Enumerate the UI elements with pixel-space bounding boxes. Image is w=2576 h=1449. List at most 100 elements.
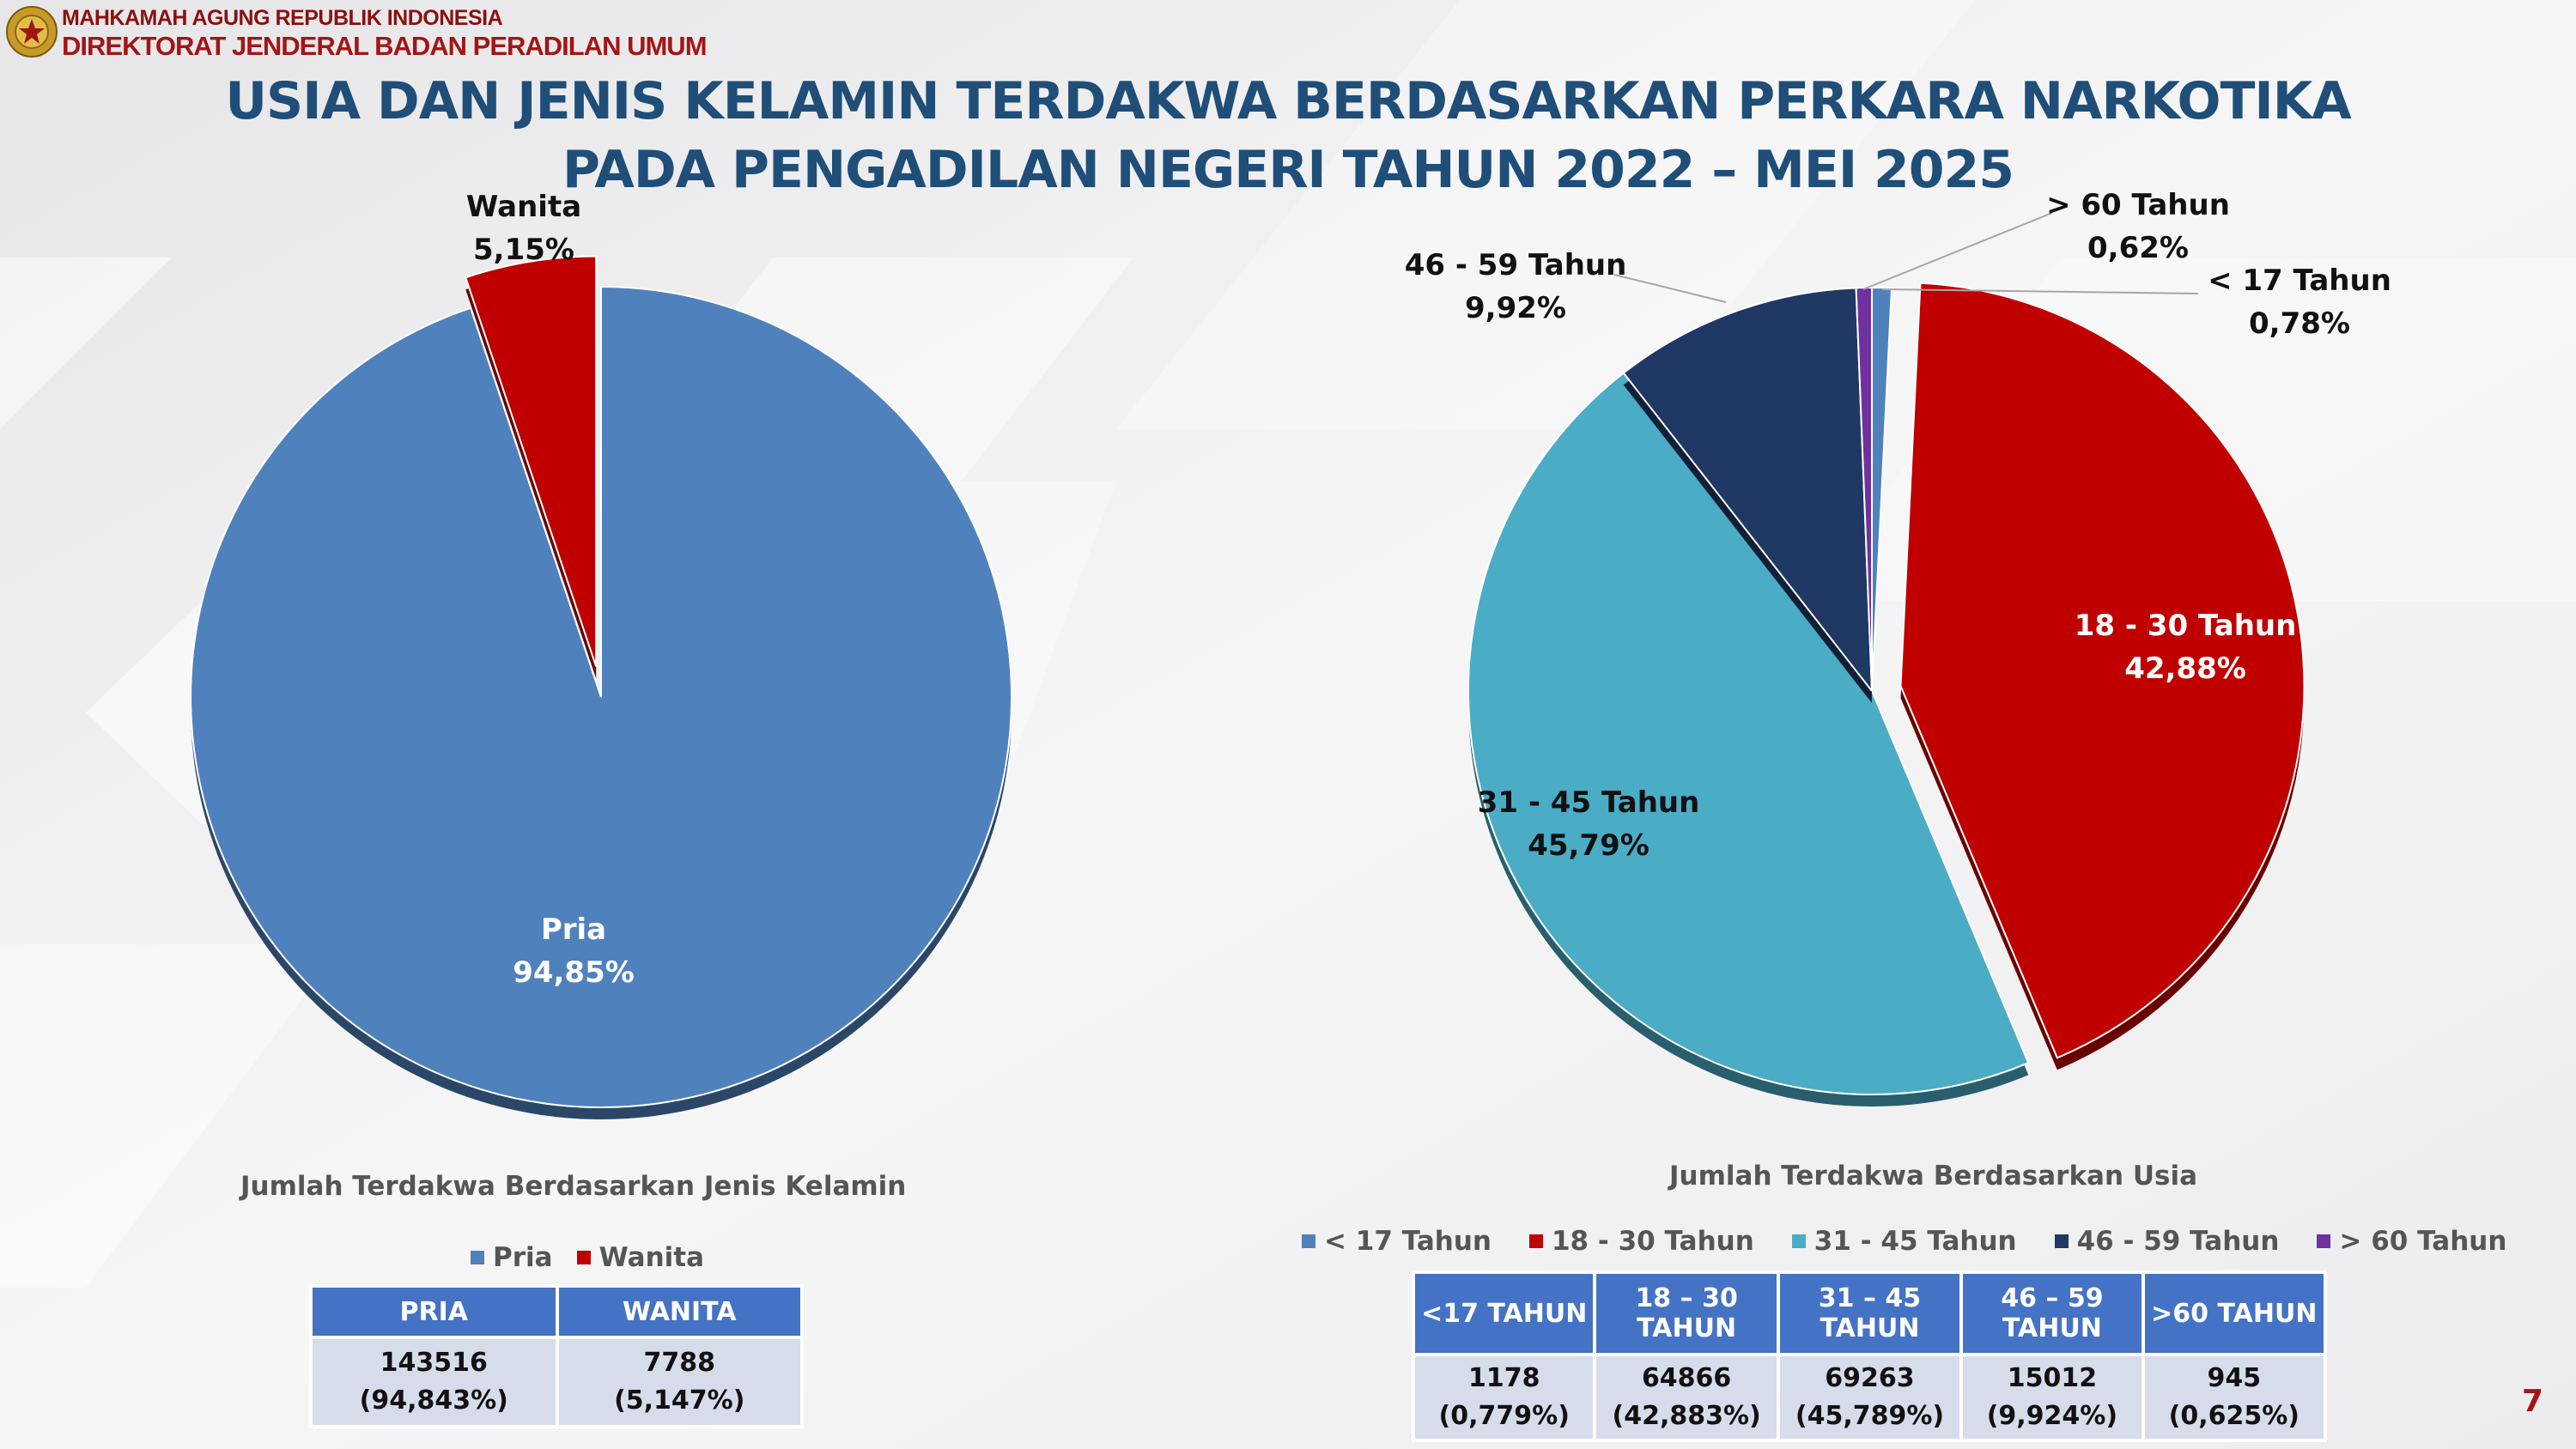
legend-swatch-31-45 — [1791, 1234, 1806, 1248]
age-18-30-data-label: 18 - 30 Tahun 42,88% — [2061, 604, 2310, 690]
legend-label-wanita: Wanita — [598, 1242, 705, 1273]
percent-46-59: (9,924%) — [1986, 1401, 2118, 1431]
count-31-45: 69263 — [1825, 1363, 1915, 1393]
percent-18-30: (42,883%) — [1612, 1401, 1761, 1431]
pie-slice-over-60-tahun — [1855, 286, 1873, 692]
gender-pie-chart — [190, 255, 1013, 1120]
age-60plus-label-name: > 60 Tahun — [2046, 188, 2230, 222]
age-table-value-row: 1178 (0,779%) 64866 (42,883%) 69263 (45,… — [1411, 1353, 2328, 1442]
age-60plus-label-percent: 0,62% — [2087, 231, 2189, 265]
count-46-59: 15012 — [2007, 1363, 2098, 1393]
age-table-header-row: <17 TAHUN 18 – 30 TAHUN 31 – 45 TAHUN 46… — [1411, 1270, 2328, 1356]
legend-item-18-30: 18 - 30 Tahun — [1528, 1226, 1754, 1257]
page-title: USIA DAN JENIS KELAMIN TERDAKWA BERDASAR… — [155, 67, 2421, 204]
count-18-30: 64866 — [1641, 1363, 1732, 1393]
percent-60plus: (0,625%) — [2168, 1401, 2300, 1431]
legend-item-31-45: 31 - 45 Tahun — [1791, 1226, 2017, 1257]
percent-31-45: (45,789%) — [1795, 1401, 1945, 1431]
legend-swatch-under17 — [1302, 1234, 1315, 1248]
cell-60plus: 945 (0,625%) — [2141, 1353, 2328, 1442]
percent-under17: (0,779%) — [1438, 1401, 1570, 1431]
age-legend: < 17 Tahun 18 - 30 Tahun 31 - 45 Tahun 4… — [1302, 1226, 2506, 1257]
count-pria: 143516 — [380, 1348, 488, 1378]
title-line-1: USIA DAN JENIS KELAMIN TERDAKWA BERDASAR… — [225, 71, 2351, 131]
header-46-59: 46 – 59 TAHUN — [1959, 1270, 2145, 1356]
page-number: 7 — [2521, 1384, 2543, 1419]
legend-swatch-wanita — [576, 1251, 591, 1264]
legend-label-18-30: 18 - 30 Tahun — [1551, 1226, 1754, 1257]
percent-wanita: (5,147%) — [614, 1385, 745, 1416]
gender-table-value-row: 143516 (94,843%) 7788 (5,147%) — [309, 1336, 804, 1428]
legend-label-pria: Pria — [493, 1242, 553, 1273]
header-18-30-line2: TAHUN — [1637, 1313, 1737, 1343]
age-31-45-data-label: 31 - 45 Tahun 45,79% — [1464, 781, 1713, 867]
legend-label-46-59: 46 - 59 Tahun — [2076, 1226, 2280, 1257]
organization-name: MAHKAMAH AGUNG REPUBLIK INDONESIA DIREKT… — [62, 5, 708, 62]
pie-slice-18-30-tahun — [1899, 282, 2306, 1059]
header-18-30: 18 – 30 TAHUN — [1593, 1270, 1780, 1356]
percent-pria: (94,843%) — [359, 1385, 508, 1416]
legend-label-60plus: > 60 Tahun — [2339, 1226, 2507, 1257]
age-60plus-data-label: > 60 Tahun 0,62% — [2026, 184, 2250, 270]
gender-data-table: PRIA WANITA 143516 (94,843%) 7788 (5,147… — [309, 1284, 804, 1428]
header-31-45-line1: 31 – 45 — [1818, 1283, 1922, 1313]
legend-label-31-45: 31 - 45 Tahun — [1814, 1226, 2017, 1257]
age-46-59-label-percent: 9,92% — [1465, 291, 1566, 325]
header-under17: <17 TAHUN — [1411, 1270, 1597, 1356]
gender-legend: Pria Wanita — [471, 1242, 704, 1273]
age-18-30-label-percent: 42,88% — [2124, 652, 2246, 686]
cell-18-30: 64866 (42,883%) — [1593, 1353, 1780, 1442]
age-46-59-label-name: 46 - 59 Tahun — [1404, 248, 1627, 282]
pria-label-percent: 94,85% — [513, 955, 635, 990]
cell-wanita: 7788 (5,147%) — [555, 1336, 804, 1428]
header-pria: PRIA — [309, 1284, 559, 1339]
cell-31-45: 69263 (45,789%) — [1776, 1353, 1964, 1442]
age-31-45-label-percent: 45,79% — [1528, 828, 1649, 863]
mahkamah-agung-emblem-icon — [6, 6, 58, 58]
header-under17-line1: <17 TAHUN — [1421, 1298, 1588, 1329]
pie-slice-wanita — [465, 255, 598, 667]
legend-item-pria: Pria — [471, 1242, 553, 1273]
age-data-table: <17 TAHUN 18 – 30 TAHUN 31 – 45 TAHUN 46… — [1411, 1270, 2328, 1442]
cell-46-59: 15012 (9,924%) — [1959, 1353, 2145, 1442]
header-46-59-line2: TAHUN — [2002, 1313, 2102, 1343]
legend-item-under17: < 17 Tahun — [1302, 1226, 1492, 1257]
age-under17-data-label: < 17 Tahun 0,78% — [2188, 259, 2411, 345]
header-60plus: >60 TAHUN — [2141, 1270, 2328, 1356]
header-31-45-line2: TAHUN — [1820, 1313, 1920, 1343]
age-18-30-label-name: 18 - 30 Tahun — [2074, 609, 2297, 643]
gender-table-header-row: PRIA WANITA — [309, 1284, 804, 1339]
legend-item-wanita: Wanita — [576, 1242, 705, 1273]
legend-swatch-18-30 — [1528, 1234, 1543, 1248]
title-line-2: PADA PENGADILAN NEGERI TAHUN 2022 – MEI … — [562, 140, 2014, 200]
legend-label-under17: < 17 Tahun — [1324, 1226, 1492, 1257]
legend-swatch-pria — [471, 1251, 484, 1264]
header-46-59-line1: 46 – 59 — [2001, 1283, 2104, 1313]
legend-item-60plus: > 60 Tahun — [2317, 1226, 2506, 1257]
age-under17-label-percent: 0,78% — [2249, 306, 2350, 341]
org-line-2: DIREKTORAT JENDERAL BADAN PERADILAN UMUM — [62, 31, 708, 61]
count-wanita: 7788 — [643, 1348, 716, 1378]
org-line-1: MAHKAMAH AGUNG REPUBLIK INDONESIA — [62, 6, 503, 30]
pria-label-name: Pria — [540, 912, 607, 947]
header-60plus-line1: >60 TAHUN — [2151, 1298, 2318, 1329]
age-pie-chart — [1467, 212, 2306, 1106]
count-60plus: 945 — [2207, 1363, 2262, 1393]
age-under17-label-name: < 17 Tahun — [2208, 264, 2391, 298]
header-wanita: WANITA — [555, 1284, 804, 1339]
legend-item-46-59: 46 - 59 Tahun — [2054, 1226, 2280, 1257]
wanita-data-label: Wanita 5,15% — [455, 185, 592, 271]
age-46-59-data-label: 46 - 59 Tahun 9,92% — [1391, 244, 1640, 330]
pie-slice-under-17-tahun — [1871, 286, 1893, 692]
pie-slice-pria — [190, 285, 1013, 1108]
leader-line-under17 — [1881, 288, 2199, 294]
count-under17: 1178 — [1467, 1363, 1540, 1393]
age-chart-title: Jumlah Terdakwa Berdasarkan Usia — [1669, 1161, 2198, 1191]
gender-chart-title: Jumlah Terdakwa Berdasarkan Jenis Kelami… — [240, 1171, 907, 1202]
cell-pria: 143516 (94,843%) — [309, 1336, 559, 1428]
age-31-45-label-name: 31 - 45 Tahun — [1477, 785, 1700, 820]
pria-data-label: Pria 94,85% — [505, 908, 642, 994]
cell-under17: 1178 (0,779%) — [1411, 1353, 1597, 1442]
header-31-45: 31 – 45 TAHUN — [1776, 1270, 1964, 1356]
pie-slice-46-59-tahun — [1622, 287, 1874, 694]
